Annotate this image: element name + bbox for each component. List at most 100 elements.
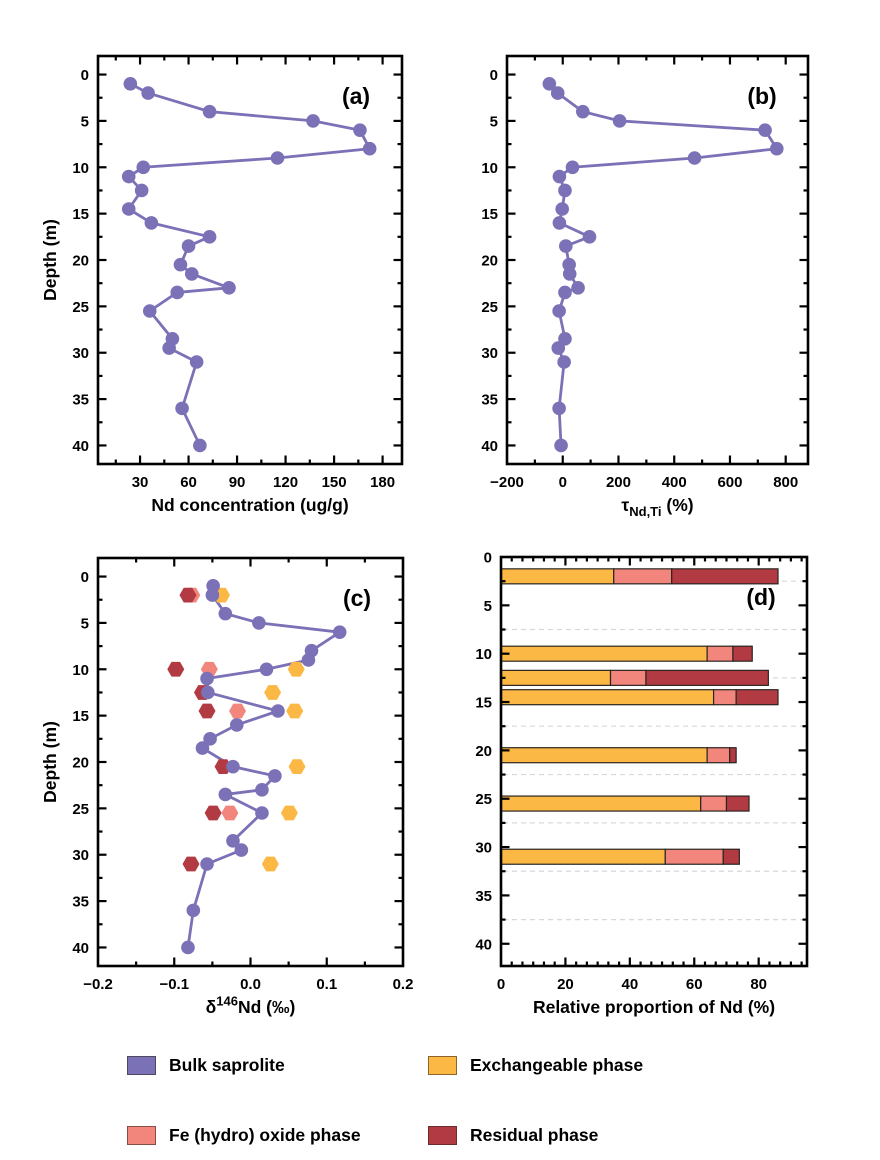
svg-text:120: 120 — [273, 474, 298, 491]
svg-text:20: 20 — [72, 755, 89, 772]
svg-text:80: 80 — [750, 976, 767, 993]
circle-marker — [121, 169, 136, 184]
svg-text:400: 400 — [662, 474, 687, 491]
panel-c-letter: (c) — [343, 585, 371, 611]
series-markers-bulk_saprolite — [121, 77, 377, 453]
svg-text:15: 15 — [72, 708, 89, 725]
svg-text:600: 600 — [717, 474, 742, 491]
svg-text:30: 30 — [132, 474, 149, 491]
hexagon-marker — [261, 856, 279, 872]
circle-marker — [193, 438, 207, 453]
hexagon-marker — [221, 805, 239, 821]
circle-marker — [255, 806, 269, 820]
panel-a-depth-vs-nd-concentration: 30 60 90 120 150 180 0 5 10 15 20 25 30 35 40 Nd concen… — [40, 54, 404, 515]
circle-marker — [195, 741, 210, 755]
svg-text:20: 20 — [481, 253, 498, 270]
circle-marker — [271, 704, 285, 718]
svg-text:10: 10 — [72, 662, 89, 679]
panel-d-axis-frame — [499, 555, 809, 968]
circle-marker — [184, 267, 199, 281]
svg-text:0.0: 0.0 — [240, 976, 261, 993]
circle-marker — [552, 169, 567, 184]
series-markers-residual — [167, 587, 232, 872]
svg-text:20: 20 — [72, 253, 89, 270]
circle-marker — [162, 341, 176, 355]
circle-marker — [175, 401, 189, 416]
bar-segment — [613, 568, 673, 585]
hexagon-marker — [198, 703, 216, 719]
circle-marker — [552, 216, 567, 230]
bar-segment — [609, 669, 647, 686]
circle-marker — [558, 183, 572, 198]
legend-item-exchangeable-phase: Exchangeable phase — [428, 1055, 643, 1076]
bar-segment — [500, 669, 612, 686]
svg-text:35: 35 — [475, 888, 492, 905]
panel-a-letter: (a) — [342, 83, 370, 109]
circle-marker — [141, 86, 155, 100]
panel-d-x-axis-title: Relative proportion of Nd (%) — [533, 997, 775, 1017]
svg-text:0: 0 — [81, 67, 89, 84]
circle-marker — [557, 355, 571, 369]
circle-marker — [555, 202, 569, 216]
circle-marker — [758, 123, 772, 137]
svg-text:30: 30 — [475, 840, 492, 857]
circle-marker — [205, 588, 220, 602]
panel-d-ticks — [501, 557, 807, 966]
legend-swatch-residual-phase — [428, 1126, 457, 1145]
series-markers-bulk_saprolite — [542, 77, 784, 453]
svg-text:0: 0 — [497, 976, 505, 993]
circle-marker — [301, 653, 316, 667]
hexagon-marker — [204, 805, 222, 821]
svg-text:40: 40 — [72, 940, 89, 957]
svg-text:0: 0 — [81, 569, 89, 586]
bar-segment — [725, 795, 750, 812]
circle-marker — [121, 202, 136, 216]
svg-text:0: 0 — [559, 474, 567, 491]
circle-marker — [551, 341, 566, 355]
circle-marker — [123, 77, 138, 91]
bar-segment — [732, 645, 753, 662]
hexagon-marker — [286, 703, 304, 719]
circle-marker — [222, 281, 236, 295]
svg-text:800: 800 — [773, 474, 798, 491]
circle-marker — [181, 239, 196, 253]
bar-segment — [735, 689, 779, 706]
svg-text:150: 150 — [322, 474, 347, 491]
svg-text:10: 10 — [481, 160, 498, 177]
hexagon-marker — [182, 856, 200, 872]
circle-marker — [552, 304, 566, 318]
svg-text:5: 5 — [81, 615, 89, 632]
panel-c-depth-vs-delta146nd: −0.2 −0.1 0.0 0.1 0.2 0 5 10 15 20 25 30 35 40 δ146Nd … — [40, 556, 413, 1017]
circle-marker — [542, 77, 557, 91]
panel-a-ticks — [98, 56, 402, 464]
svg-text:25: 25 — [72, 801, 89, 818]
hexagon-marker — [280, 805, 298, 821]
circle-marker — [268, 769, 282, 783]
circle-marker — [558, 285, 572, 300]
svg-text:0: 0 — [490, 67, 498, 84]
svg-text:15: 15 — [475, 695, 492, 712]
circle-marker — [134, 183, 149, 198]
svg-text:30: 30 — [72, 847, 89, 864]
panel-d-bars — [500, 568, 779, 865]
circle-marker — [576, 104, 590, 119]
panel-b-ticks — [507, 56, 808, 464]
bar-segment — [722, 848, 740, 865]
circle-marker — [201, 685, 215, 700]
bar-segment — [700, 795, 728, 812]
legend-swatch-fe-oxide-phase — [127, 1126, 156, 1145]
bar-segment — [712, 689, 737, 706]
series-markers-fe_oxide — [183, 587, 247, 821]
circle-marker — [362, 141, 377, 156]
series-line-bulk_saprolite — [186, 584, 342, 949]
circle-marker — [582, 230, 597, 244]
circle-marker — [562, 267, 577, 281]
bar-segment — [671, 568, 779, 585]
circle-marker — [142, 304, 157, 318]
bar-segment — [500, 645, 708, 662]
legend-label-bulk-saprolite: Bulk saprolite — [169, 1055, 285, 1075]
panel-c-y-axis-title: Depth (m) — [40, 721, 60, 803]
circle-marker — [550, 86, 565, 100]
